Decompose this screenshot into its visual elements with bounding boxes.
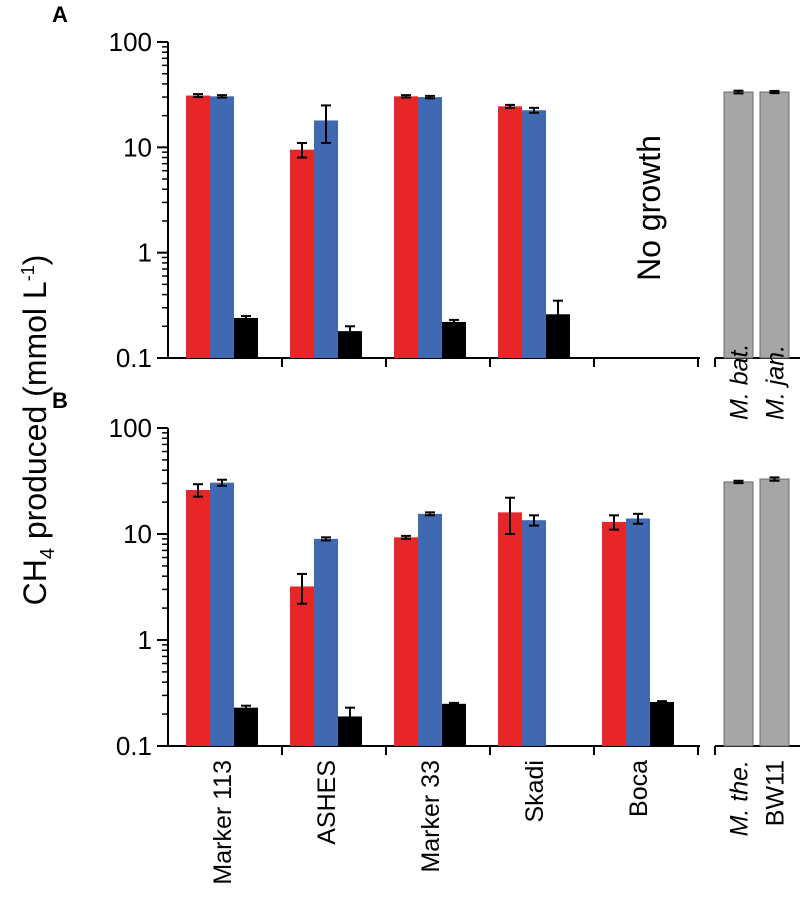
y-tick-label: 1 <box>138 238 152 268</box>
category-label: ASHES <box>313 760 341 845</box>
panel-letter: B <box>52 388 68 413</box>
reference-label: BW11 <box>762 760 790 826</box>
bar-marker-33-s2 <box>418 513 442 746</box>
y-tick-label: 10 <box>123 519 152 549</box>
y-tick-label: 0.1 <box>116 343 152 373</box>
reference-bar <box>723 91 754 359</box>
reference-label: M. bat. <box>726 344 754 420</box>
category-label: Marker 33 <box>417 760 445 873</box>
bar-skadi-s1 <box>498 512 522 746</box>
bar-ashes-s2 <box>314 120 338 358</box>
y-tick-label: 100 <box>109 27 152 57</box>
bar-marker-113-s2 <box>210 96 234 358</box>
y-tick-label: 100 <box>109 413 152 443</box>
bar-marker-33-s2 <box>418 97 442 358</box>
reference-label: M. the. <box>726 760 754 836</box>
reference-label: M. jan. <box>762 345 790 420</box>
bar-marker-33-s1 <box>394 96 418 358</box>
category-label: Boca <box>625 760 653 817</box>
category-label: Marker 113 <box>209 760 237 885</box>
bar-skadi-s1 <box>498 106 522 358</box>
bar-ashes-s2 <box>314 538 338 746</box>
panel-letter: A <box>52 2 68 27</box>
bar-skadi-s2 <box>522 110 546 358</box>
bar-marker-33-s1 <box>394 537 418 746</box>
y-tick-label: 1 <box>138 625 152 655</box>
bar-marker-113-s1 <box>186 95 210 358</box>
bar-marker-113-s2 <box>210 482 234 746</box>
bar-marker-33-s3 <box>442 321 466 358</box>
panel-b: B 0.1 1 10 100 M. the. BW11 <box>52 388 800 836</box>
bar-ashes-s1 <box>290 149 314 358</box>
y-tick-label: 10 <box>123 132 152 162</box>
bar-marker-113-s3 <box>234 707 258 746</box>
bar-marker-113-s3 <box>234 317 258 358</box>
bar-boca-s1 <box>602 521 626 746</box>
category-label: Skadi <box>521 760 549 823</box>
bar-ashes-s1 <box>290 586 314 746</box>
bar-marker-113-s1 <box>186 490 210 746</box>
bar-boca-s3 <box>650 702 674 746</box>
reference-bar <box>723 481 754 747</box>
bar-skadi-s2 <box>522 520 546 746</box>
reference-bar <box>759 478 790 747</box>
category-labels: Marker 113 ASHES Marker 33 Skadi Boca <box>209 760 653 885</box>
reference-bar <box>759 91 790 359</box>
y-axis-label: CH4 produced (mmol L-1) <box>17 255 59 606</box>
bar-marker-33-s3 <box>442 703 466 746</box>
no-growth-note: No growth <box>631 135 667 281</box>
panel-a: A 0.1 1 10 100 No growth M. bat. M. jan. <box>52 2 800 420</box>
bar-boca-s2 <box>626 518 650 746</box>
y-tick-label: 0.1 <box>116 731 152 761</box>
